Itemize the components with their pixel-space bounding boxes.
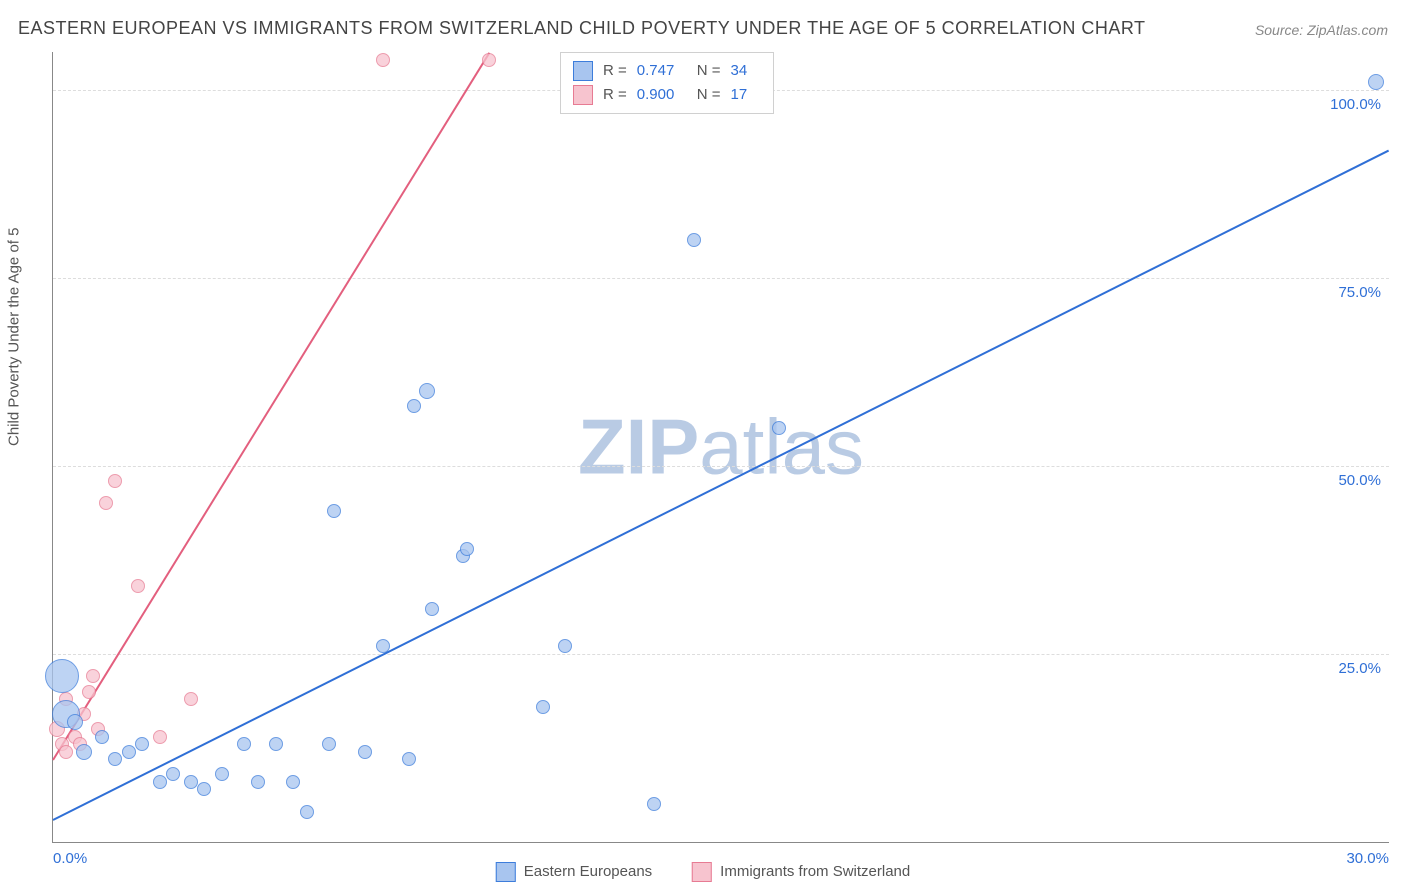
pink-point (82, 685, 96, 699)
legend-swatch (573, 85, 593, 105)
pink-point (86, 669, 100, 683)
pink-point (99, 496, 113, 510)
blue-point (237, 737, 251, 751)
source-attribution: Source: ZipAtlas.com (1255, 22, 1388, 38)
series-legend-label: Eastern Europeans (524, 863, 652, 880)
blue-point (460, 542, 474, 556)
blue-point (251, 775, 265, 789)
y-tick-label: 50.0% (1338, 472, 1381, 489)
legend-r-value: 0.747 (637, 59, 687, 83)
pink-point (108, 474, 122, 488)
blue-point (536, 700, 550, 714)
blue-point (184, 775, 198, 789)
blue-point (215, 767, 229, 781)
y-tick-label: 100.0% (1330, 96, 1381, 113)
x-tick-label: 30.0% (1346, 850, 1389, 867)
blue-point (95, 730, 109, 744)
legend-n-value: 34 (731, 59, 761, 83)
legend-row: R = 0.900 N = 17 (573, 83, 761, 107)
blue-point (419, 383, 435, 399)
chart-title: EASTERN EUROPEAN VS IMMIGRANTS FROM SWIT… (18, 18, 1146, 39)
legend-swatch (496, 862, 516, 882)
legend-n-value: 17 (731, 83, 761, 107)
pink-point (376, 53, 390, 67)
y-tick-label: 25.0% (1338, 660, 1381, 677)
blue-trendline (53, 150, 1390, 821)
series-legend-label: Immigrants from Switzerland (720, 863, 910, 880)
legend-row: R = 0.747 N = 34 (573, 59, 761, 83)
blue-point (300, 805, 314, 819)
blue-point (122, 745, 136, 759)
blue-point (376, 639, 390, 653)
series-legend-item: Immigrants from Switzerland (692, 862, 910, 882)
chart-container: EASTERN EUROPEAN VS IMMIGRANTS FROM SWIT… (0, 0, 1406, 892)
blue-point (197, 782, 211, 796)
legend-n-label: N = (697, 83, 721, 107)
blue-point (108, 752, 122, 766)
series-legend: Eastern Europeans Immigrants from Switzer… (496, 862, 910, 882)
blue-point (327, 504, 341, 518)
pink-point (153, 730, 167, 744)
blue-point (358, 745, 372, 759)
gridline (53, 278, 1389, 279)
correlation-legend: R = 0.747 N = 34 R = 0.900 N = 17 (560, 52, 774, 114)
blue-point (687, 233, 701, 247)
blue-point (166, 767, 180, 781)
blue-point (772, 421, 786, 435)
blue-point (153, 775, 167, 789)
pink-point (184, 692, 198, 706)
blue-point (135, 737, 149, 751)
gridline (53, 654, 1389, 655)
legend-r-value: 0.900 (637, 83, 687, 107)
blue-point (269, 737, 283, 751)
pink-point (482, 53, 496, 67)
y-tick-label: 75.0% (1338, 284, 1381, 301)
pink-point (131, 579, 145, 593)
blue-point (322, 737, 336, 751)
plot-area: ZIPatlas 25.0%50.0%75.0%100.0%0.0%30.0% (52, 52, 1389, 843)
blue-point (67, 714, 83, 730)
blue-point (647, 797, 661, 811)
legend-r-label: R = (603, 83, 627, 107)
legend-swatch (692, 862, 712, 882)
blue-point (45, 659, 79, 693)
watermark: ZIPatlas (578, 402, 864, 493)
blue-point (1368, 74, 1384, 90)
blue-point (76, 744, 92, 760)
legend-r-label: R = (603, 59, 627, 83)
gridline (53, 466, 1389, 467)
legend-swatch (573, 61, 593, 81)
y-axis-label: Child Poverty Under the Age of 5 (6, 228, 23, 446)
blue-point (425, 602, 439, 616)
legend-n-label: N = (697, 59, 721, 83)
pink-point (59, 745, 73, 759)
blue-point (407, 399, 421, 413)
blue-point (558, 639, 572, 653)
x-tick-label: 0.0% (53, 850, 87, 867)
blue-point (286, 775, 300, 789)
series-legend-item: Eastern Europeans (496, 862, 652, 882)
blue-point (402, 752, 416, 766)
